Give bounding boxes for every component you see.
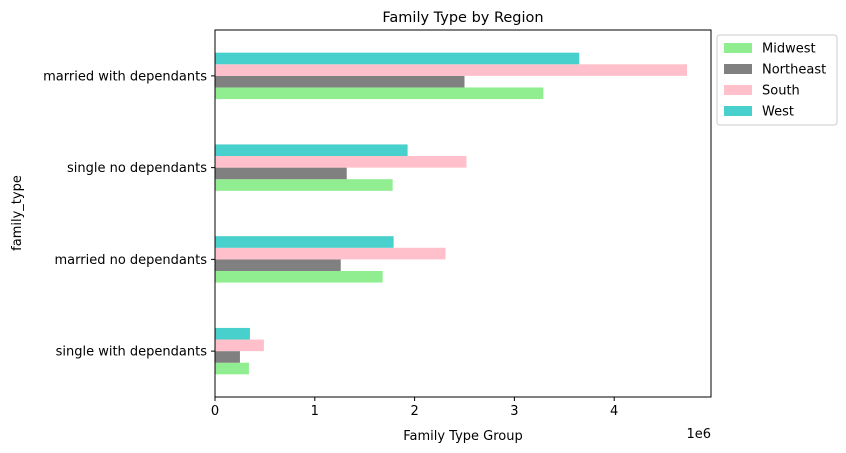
x-tick-label: 0 [211,404,219,419]
legend-swatch-northeast [724,64,752,74]
x-tick-label: 3 [510,404,518,419]
y-tick-label: single with dependants [56,345,208,360]
bar-midwest-3 [215,87,544,100]
bar-west-3 [215,52,580,65]
x-tick-label: 1 [311,404,319,419]
legend-label-northeast: Northeast [762,63,826,78]
bar-west-2 [215,144,408,157]
legend-swatch-south [724,85,752,95]
bars [215,52,688,375]
bar-midwest-2 [215,179,393,191]
bar-northeast-2 [215,167,347,180]
bar-midwest-1 [215,270,383,283]
y-axis: single with dependants married no dependa… [43,69,215,360]
plot-frame [214,29,712,398]
bar-northeast-1 [215,259,341,271]
bar-west-1 [215,236,394,248]
bar-west-0 [215,327,250,340]
bar-northeast-3 [215,75,465,88]
bar-south-2 [215,156,467,168]
y-tick-label: single no dependants [67,161,207,176]
bar-south-1 [215,247,446,260]
bar-south-3 [215,64,688,76]
x-tick-label: 4 [610,404,618,419]
legend: Midwest Northeast South West [716,34,838,126]
legend-label-midwest: Midwest [762,42,816,57]
bar-midwest-0 [215,362,249,375]
x-tick-label: 2 [410,404,418,419]
y-tick-label: married no dependants [55,253,208,268]
y-tick-label: married with dependants [43,69,207,84]
x-offset-label: 1e6 [686,427,711,442]
x-axis: 0 1 2 3 4 [211,397,618,419]
legend-box [716,34,838,126]
legend-label-west: West [762,105,794,120]
legend-swatch-west [724,106,752,116]
bar-northeast-0 [215,351,240,363]
bar-south-0 [215,339,264,352]
x-axis-label: Family Type Group [403,429,523,444]
legend-swatch-midwest [724,43,752,53]
legend-label-south: South [762,84,800,99]
chart-title: Family Type by Region [382,10,543,26]
y-axis-label: family_type [10,175,25,251]
